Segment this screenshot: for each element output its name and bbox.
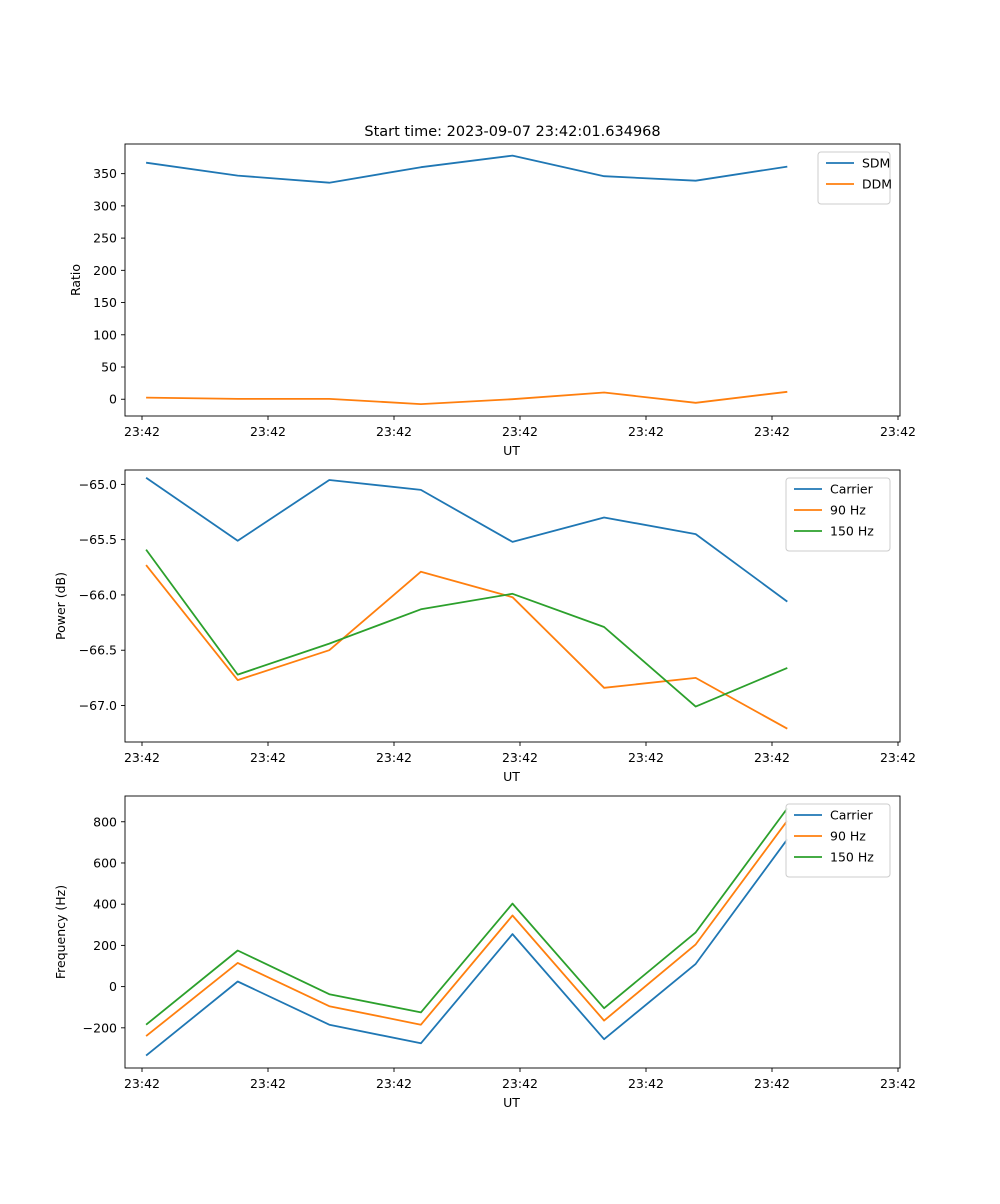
x-axis-label: UT [503,1095,520,1110]
x-axis-label: UT [503,443,520,458]
legend-label: SDM [862,156,890,171]
y-tick-label: 50 [101,360,117,375]
x-tick-label: 23:42 [376,424,412,439]
x-tick-label: 23:42 [754,424,790,439]
x-tick-label: 23:42 [502,1076,538,1091]
x-axis-label: UT [503,769,520,784]
x-tick-label: 23:42 [754,750,790,765]
legend-label: Carrier [830,482,874,497]
legend: SDM DDM [817,151,892,205]
y-tick-label: −200 [83,1020,117,1035]
legend-label: DDM [862,177,892,192]
y-tick-label: 350 [93,166,117,181]
series-line-90-hz [145,820,789,1037]
y-tick-label: 250 [93,231,117,246]
y-axis-label: Power (dB) [53,572,68,640]
x-tick-label: 23:42 [250,750,286,765]
x-tick-label: 23:42 [628,424,664,439]
x-tick-label: 23:42 [628,1076,664,1091]
y-tick-label: −66.0 [79,587,117,602]
legend-label: 90 Hz [830,503,866,518]
y-tick-label: −66.5 [79,643,117,658]
x-tick-label: 23:42 [502,424,538,439]
y-tick-label: 150 [93,295,117,310]
axes-frame [124,469,901,743]
y-tick-label: 800 [93,814,117,829]
series-line-carrier [145,838,789,1057]
x-tick-label: 23:42 [880,750,916,765]
legend-label: 150 Hz [830,850,874,865]
y-tick-label: −65.0 [79,477,117,492]
x-tick-label: 23:42 [250,424,286,439]
series-line-ddm [146,390,788,406]
legend-box [785,477,891,552]
x-tick-label: 23:42 [502,750,538,765]
legend-label: 90 Hz [830,829,866,844]
y-tick-label: 200 [93,938,117,953]
y-tick-label: 0 [109,392,117,407]
x-tick-label: 23:42 [880,1076,916,1091]
subplot-2: −67.0 −66.5 −66.0 −65.5 −65.0 23:42 23:42 23:42… [53,469,916,784]
x-tick-label: 23:42 [124,750,160,765]
chart-title: Start time: 2023-09-07 23:42:01.634968 [364,124,660,140]
axes-frame [124,143,901,417]
series-line-150-hz [145,549,788,708]
series-line-sdm [145,154,788,184]
y-tick-label: −65.5 [79,532,117,547]
x-tick-label: 23:42 [124,424,160,439]
x-tick-label: 23:42 [754,1076,790,1091]
y-axis-label: Frequency (Hz) [53,885,68,979]
x-tick-label: 23:42 [250,1076,286,1091]
legend: Carrier 90 Hz 150 Hz [785,803,891,878]
subplot-3: −200 0 200 400 600 800 23:42 23:42 23:42 23:42 23:… [53,795,916,1110]
y-tick-label: 100 [93,327,117,342]
y-axis-label: Ratio [68,264,83,296]
legend-label: Carrier [830,808,874,823]
y-tick-label: 0 [109,979,117,994]
legend-box [817,151,891,205]
subplot-1: Start time: 2023-09-07 23:42:01.634968 0 5… [68,124,916,458]
y-tick-label: 200 [93,263,117,278]
y-tick-label: 400 [93,897,117,912]
x-tick-label: 23:42 [376,1076,412,1091]
x-tick-label: 23:42 [628,750,664,765]
legend-label: 150 Hz [830,524,874,539]
axes-frame [124,795,901,1069]
x-tick-label: 23:42 [124,1076,160,1091]
x-tick-label: 23:42 [376,750,412,765]
series-line-90-hz [145,564,788,730]
y-tick-label: 300 [93,198,117,213]
series-line-carrier [145,476,788,603]
y-tick-label: −67.0 [79,698,117,713]
legend: Carrier 90 Hz 150 Hz [785,477,891,552]
series-line-150-hz [145,807,789,1026]
legend-box [785,803,891,878]
y-tick-label: 600 [93,855,117,870]
x-tick-label: 23:42 [880,424,916,439]
